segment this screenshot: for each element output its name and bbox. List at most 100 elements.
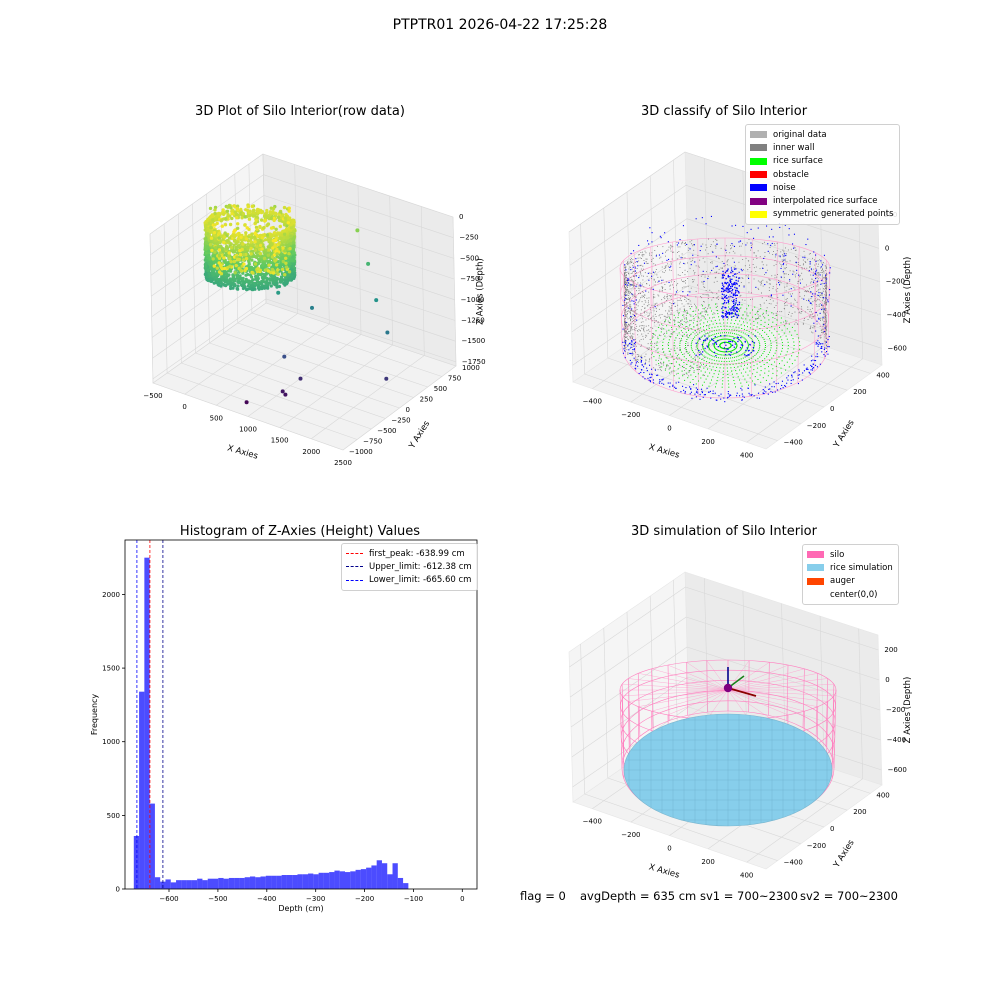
inner-wall-point <box>664 315 666 317</box>
x-tick-label: 0 <box>667 425 671 433</box>
data-point <box>229 286 233 291</box>
rice-surface-point <box>697 316 699 318</box>
inner-wall-point <box>652 335 653 337</box>
inner-wall-point <box>713 312 715 314</box>
inner-wall-point <box>726 252 727 254</box>
inner-wall-point <box>781 265 782 267</box>
inner-wall-point <box>631 317 632 318</box>
rice-surface-point <box>690 343 692 345</box>
data-point <box>212 264 216 268</box>
data-point <box>232 259 236 264</box>
rice-surface-point <box>733 360 735 362</box>
inner-wall-point <box>690 261 692 262</box>
data-point <box>219 219 223 223</box>
rice-surface-point <box>715 303 716 305</box>
inner-wall-point <box>825 344 827 346</box>
data-point <box>286 221 290 225</box>
inner-wall-point <box>682 295 684 297</box>
y-gridline <box>167 372 358 440</box>
rice-surface-point <box>666 364 668 366</box>
rice-surface-point <box>727 351 729 353</box>
data-point <box>209 239 213 243</box>
inner-wall-point <box>626 326 628 328</box>
inner-wall-point <box>824 310 826 311</box>
inner-wall-point <box>685 314 687 316</box>
data-point <box>243 268 247 273</box>
rice-surface-point <box>660 358 662 360</box>
inner-wall-point <box>809 266 811 268</box>
inner-wall-point <box>673 287 674 289</box>
inner-wall-point <box>684 318 686 320</box>
rice-surface-point <box>693 318 695 320</box>
inner-wall-point <box>678 255 680 257</box>
inner-wall-point <box>627 310 628 312</box>
rice-surface-point <box>770 345 772 346</box>
inner-wall-point <box>740 294 742 296</box>
rice-surface-point <box>701 358 703 360</box>
rice-surface-point <box>714 356 716 358</box>
inner-wall-point <box>825 279 827 281</box>
data-point <box>260 287 264 291</box>
inner-wall-point <box>821 270 823 271</box>
inner-wall-point <box>640 268 642 270</box>
rice-surface-point <box>724 357 725 359</box>
inner-wall-point <box>681 243 683 245</box>
inner-wall-point <box>665 270 666 272</box>
inner-wall-point <box>628 310 630 312</box>
inner-wall-point <box>825 330 827 332</box>
inner-wall-point <box>788 274 789 275</box>
inner-wall-point <box>632 284 634 286</box>
inner-wall-point <box>768 296 770 297</box>
inner-wall-point <box>739 245 740 247</box>
data-point <box>239 268 243 272</box>
rice-surface-point <box>685 345 686 346</box>
inner-wall-point <box>785 290 787 292</box>
y-tick-label: −1000 <box>349 448 373 456</box>
data-point <box>284 265 289 269</box>
rice-surface-point <box>692 351 694 353</box>
inner-wall-point <box>776 276 778 278</box>
inner-wall-point <box>643 330 645 332</box>
rice-surface-point <box>761 354 762 356</box>
rice-surface-point <box>663 361 665 363</box>
inner-wall-point <box>633 333 635 335</box>
data-point <box>236 284 240 288</box>
inner-wall-point <box>825 276 827 278</box>
data-point <box>214 260 218 264</box>
data-point <box>244 256 249 261</box>
data-point <box>249 246 253 251</box>
inner-wall-point <box>752 298 753 300</box>
inner-wall-point <box>822 298 824 300</box>
inner-wall-point <box>624 293 625 295</box>
inner-wall-point <box>641 291 643 292</box>
rice-surface-point <box>703 381 705 383</box>
inner-wall-point <box>736 318 738 319</box>
inner-wall-point <box>770 296 772 298</box>
rice-surface-point <box>740 372 742 374</box>
inner-wall-point <box>637 287 639 289</box>
inner-wall-point <box>806 300 808 301</box>
rice-surface-point <box>783 357 785 359</box>
inner-wall-point <box>788 311 790 313</box>
rice-surface-point <box>709 358 711 360</box>
data-point <box>266 253 270 257</box>
inner-wall-point <box>760 284 762 286</box>
data-point <box>250 249 254 253</box>
rice-surface-point <box>731 329 733 331</box>
inner-wall-point <box>665 316 667 318</box>
rice-surface-point <box>734 356 735 358</box>
inner-wall-point <box>645 262 647 264</box>
inner-wall-point <box>670 281 672 283</box>
inner-wall-point <box>702 283 704 285</box>
inner-wall-point <box>695 349 697 351</box>
inner-wall-point <box>670 295 672 297</box>
inner-wall-point <box>630 277 632 278</box>
inner-wall-point <box>818 273 820 275</box>
data-point <box>222 235 227 239</box>
rice-surface-point <box>764 372 766 374</box>
data-point <box>244 231 248 235</box>
y-gridline <box>209 342 400 409</box>
rice-surface-point <box>710 369 712 371</box>
inner-wall-point <box>655 264 656 266</box>
rice-surface-point <box>737 355 739 357</box>
